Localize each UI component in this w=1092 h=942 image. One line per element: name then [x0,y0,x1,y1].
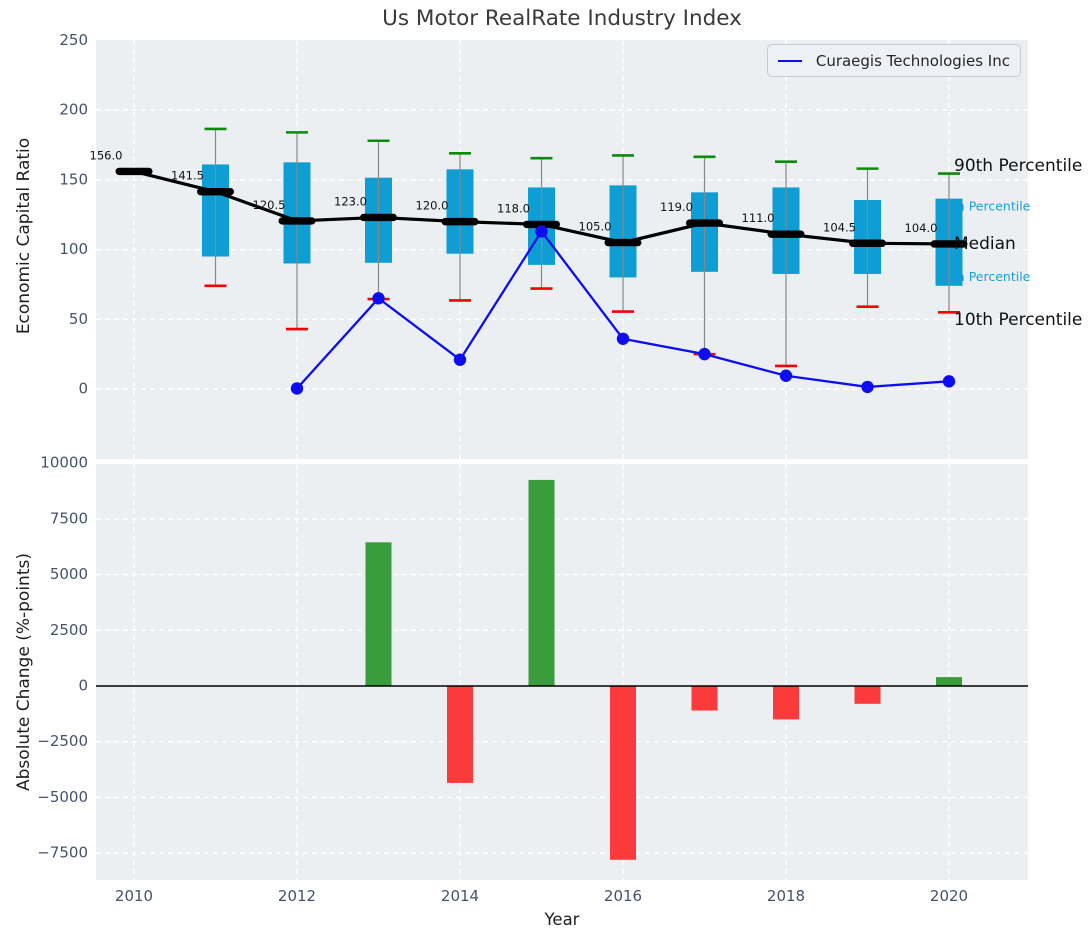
ytick-top-100: 100 [59,240,88,258]
median-label-2018: 111.0 [742,211,775,225]
bar-2016 [610,686,636,860]
axis-tick-labels: 0 50 100 150 200 250 10000 7500 5000 2500 0 −2500 −5… [37,31,968,905]
industry-boxes [202,127,963,368]
bottom-plot-background [96,464,1028,880]
median-marker-2020 [930,240,968,248]
median-label-2011: 141.5 [171,169,204,183]
ytick-bottom-5000: 5000 [50,565,88,583]
median-marker-2015 [523,220,560,229]
median-label-2020: 104.0 [905,221,938,235]
ytick-bottom--7500: −7500 [37,844,88,862]
xtick-2012: 2012 [278,887,316,905]
company-point-2015 [535,225,548,238]
bar-2013 [365,542,392,686]
xtick-2020: 2020 [930,887,968,905]
chart-title: Us Motor RealRate Industry Index [382,6,742,31]
xtick-2018: 2018 [767,887,805,905]
company-point-2020 [942,375,956,388]
legend: Curaegis Technologies Inc [767,44,1021,77]
company-point-2014 [453,353,467,366]
gridlines [96,40,1028,880]
median-label-2015: 118.0 [497,201,530,215]
bar-2020 [936,677,962,686]
percentile-label-2: Median [954,234,1016,254]
ytick-bottom--2500: −2500 [37,732,88,750]
company-point-2019 [861,380,874,394]
bar-2017 [691,686,718,711]
ytick-bottom--5000: −5000 [37,788,88,806]
median-marker-2017 [686,219,723,227]
ytick-top-150: 150 [59,170,88,188]
ytick-bottom-7500: 7500 [50,509,88,527]
ytick-top-0: 0 [78,380,88,398]
median-marker-2019 [849,239,886,247]
x-axis-label: Year [544,910,580,929]
xtick-2014: 2014 [441,887,479,905]
median-label-2010: 156.0 [90,148,123,162]
median-label-2013: 123.0 [334,194,367,208]
median-label-2014: 120.0 [416,199,449,213]
median-marker-2011 [197,187,234,196]
company-point-2018 [779,369,793,382]
median-marker-2018 [767,230,805,238]
median-label-2012: 120.5 [253,198,286,212]
change-bars [365,479,962,860]
median-marker-2013 [360,213,397,222]
ytick-top-200: 200 [59,101,88,119]
xtick-2010: 2010 [115,887,153,905]
percentile-label-0: 90th Percentile [954,156,1082,176]
legend-label: Curaegis Technologies Inc [815,51,1010,70]
median-marker-2016 [604,238,642,247]
company-point-2016 [616,332,630,345]
ytick-top-50: 50 [69,310,88,328]
median-label-2019: 104.5 [823,220,856,234]
median-marker-2014 [441,217,479,226]
company-point-2013 [372,292,385,305]
y-axis-label-bottom: Absolute Change (%-points) [14,553,34,791]
xtick-2016: 2016 [604,887,642,905]
bar-2015 [528,479,555,686]
company-point-2017 [698,347,711,361]
ytick-bottom-2500: 2500 [50,621,88,639]
median-series: 156.0 141.5 120.5 123.0 120.0 118.0 105.0 119.0… [90,148,968,248]
y-axis-label-top: Economic Capital Ratio [14,137,34,335]
company-point-2012 [290,382,304,395]
percentile-label-4: 10th Percentile [954,310,1082,330]
bar-2019 [854,686,881,704]
median-marker-2010 [115,167,153,176]
median-label-2016: 105.0 [579,220,612,234]
bar-2014 [447,686,473,783]
legend-line-swatch [778,59,802,62]
median-marker-2012 [278,217,316,225]
ytick-bottom-10000: 10000 [40,454,88,472]
company-series [290,225,956,395]
percentile-labels-large: 90th Percentile Median 10th Percentile [954,156,1082,330]
ytick-bottom-0: 0 [78,677,88,695]
median-label-2017: 119.0 [660,200,693,214]
bar-2018 [773,686,799,720]
ytick-top-250: 250 [59,31,88,49]
